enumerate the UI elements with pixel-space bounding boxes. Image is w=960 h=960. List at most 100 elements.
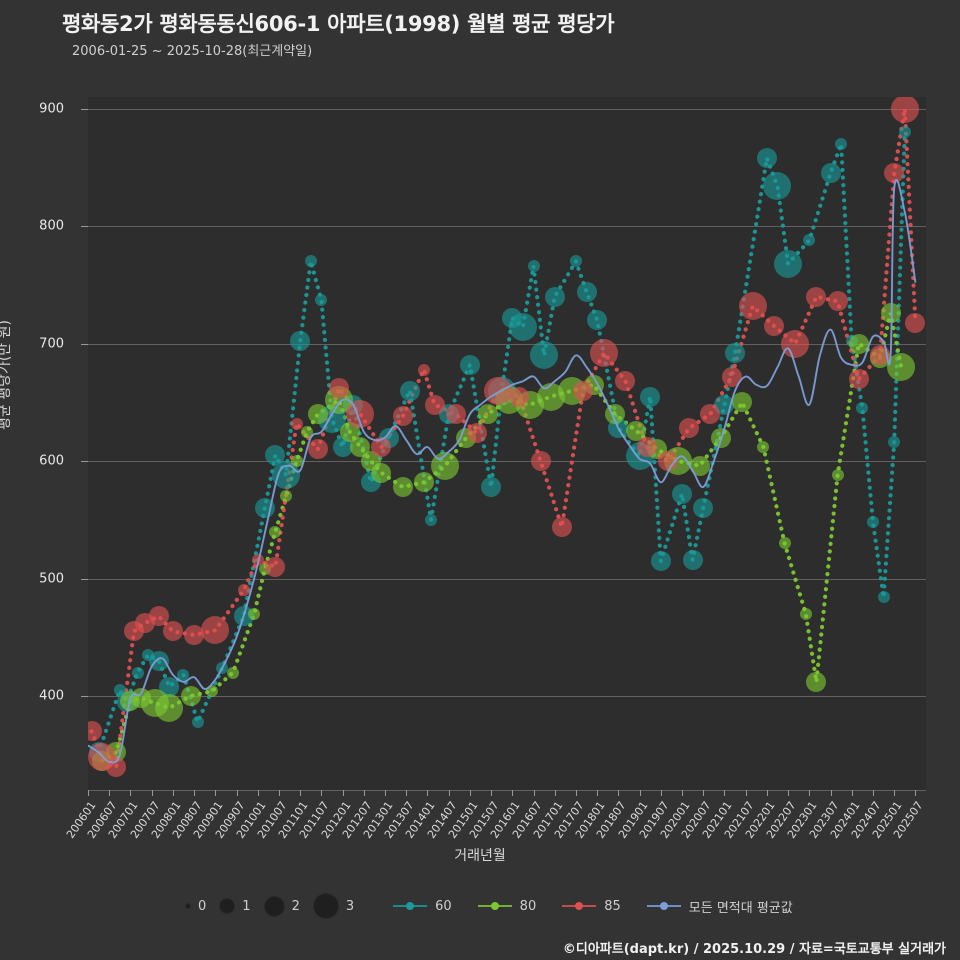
legend-size-dot	[263, 895, 285, 917]
data-bubble	[290, 331, 311, 352]
data-bubble	[280, 490, 292, 503]
data-bubble	[155, 693, 184, 722]
data-bubble	[856, 402, 869, 415]
average-line-layer	[88, 178, 917, 764]
data-bubble	[806, 286, 827, 307]
data-bubble	[672, 484, 693, 504]
grid-line	[88, 226, 926, 228]
legend-size-label: 1	[242, 898, 251, 914]
x-tick-mark	[724, 790, 726, 796]
legend-series-dot	[575, 902, 584, 910]
data-bubble	[700, 404, 721, 425]
x-tick-mark	[406, 790, 408, 796]
x-tick-mark	[88, 790, 89, 796]
data-bubble	[481, 476, 502, 497]
data-bubble	[162, 621, 183, 642]
legend-series-label: 80	[519, 898, 537, 914]
data-bubble	[757, 441, 770, 454]
legend-size-item[interactable]: 1	[219, 898, 251, 914]
legend-size-dot	[185, 903, 191, 909]
x-tick-mark	[512, 790, 514, 796]
legend-size-dot	[312, 893, 339, 919]
data-bubble	[251, 553, 264, 566]
legend-size-item[interactable]: 0	[185, 899, 206, 914]
x-tick-mark	[639, 790, 641, 796]
data-bubble	[573, 380, 594, 401]
data-bubble	[898, 126, 911, 139]
y-tick-mark	[81, 343, 88, 345]
legend-series-dot	[659, 902, 668, 910]
data-bubble	[392, 406, 413, 427]
data-bubble	[508, 313, 537, 342]
data-bubble	[693, 498, 714, 519]
series-line-average	[88, 178, 917, 764]
x-tick-mark	[703, 790, 705, 796]
data-bubble	[756, 148, 777, 169]
x-tick-mark	[109, 790, 111, 796]
data-bubble	[530, 341, 559, 370]
legend-series-80[interactable]: 80	[477, 898, 537, 914]
data-bubble	[848, 333, 869, 354]
x-tick-mark	[427, 790, 429, 796]
x-tick-mark	[363, 790, 365, 796]
legend: 0 1 2 3 60 80 85 모든 면적대 평균값	[0, 893, 960, 925]
data-bubble	[177, 668, 190, 681]
x-tick-mark	[830, 790, 832, 796]
legend-series-60[interactable]: 60	[393, 899, 452, 914]
data-bubble	[184, 624, 205, 645]
x-tick-mark	[851, 790, 853, 796]
data-bubble	[569, 255, 582, 268]
data-bubble	[424, 394, 445, 415]
data-bubble	[459, 354, 480, 375]
x-axis-line	[88, 790, 926, 791]
data-bubble	[248, 607, 261, 620]
y-tick-mark	[81, 578, 88, 580]
data-bubble	[806, 671, 827, 692]
data-bubble	[88, 721, 102, 742]
data-bubble	[640, 386, 661, 407]
x-tick-mark	[894, 790, 896, 796]
footer-credit: ©디아파트(dapt.kr) / 2025.10.29 / 자료=국토교통부 실…	[562, 942, 946, 957]
data-bubble	[265, 445, 286, 466]
chart-subtitle: 2006-01-25 ~ 2025-10-28(최근계약일)	[72, 44, 313, 59]
x-tick-mark	[618, 790, 620, 796]
data-bubble	[191, 715, 204, 728]
data-bubble	[679, 418, 700, 439]
x-tick-mark	[554, 790, 556, 796]
data-bubble	[763, 172, 792, 201]
x-tick-mark	[321, 790, 323, 796]
legend-series-label: 85	[604, 898, 621, 914]
chart-title: 평화동2가 평화동동신606-1 아파트(1998) 월별 평균 평당가	[62, 12, 615, 36]
data-bubble	[880, 303, 901, 324]
data-bubble	[887, 353, 916, 382]
data-bubble	[237, 584, 250, 597]
x-tick-mark	[257, 790, 259, 796]
data-bubble	[626, 420, 647, 441]
legend-series-label: 60	[435, 898, 452, 914]
data-bubble	[877, 591, 890, 604]
data-bubble	[307, 404, 328, 425]
legend-size-item[interactable]: 3	[312, 893, 354, 919]
data-bubble	[884, 163, 905, 184]
data-bubble	[332, 437, 353, 458]
data-bubble	[290, 455, 303, 468]
data-bubble	[615, 371, 636, 392]
legend-series-dot	[490, 902, 499, 910]
data-bubble	[820, 163, 841, 184]
data-bubble	[304, 255, 317, 268]
data-bubble	[226, 666, 239, 679]
x-tick-mark	[236, 790, 238, 796]
data-bubble	[445, 404, 466, 425]
data-bubble	[732, 392, 753, 413]
x-tick-mark	[809, 790, 811, 796]
data-bubble	[413, 472, 434, 493]
data-bubble	[738, 292, 767, 321]
legend-series-85[interactable]: 85	[562, 899, 621, 914]
legend-series-모든 면적대 평균값[interactable]: 모든 면적대 평균값	[646, 897, 793, 916]
x-tick-mark	[469, 790, 471, 796]
x-axis-title: 거래년월	[454, 848, 506, 864]
legend-size-item[interactable]: 2	[263, 895, 300, 917]
data-bubble	[721, 366, 742, 387]
grid-line	[88, 461, 926, 463]
legend-series-glyph	[562, 900, 597, 912]
